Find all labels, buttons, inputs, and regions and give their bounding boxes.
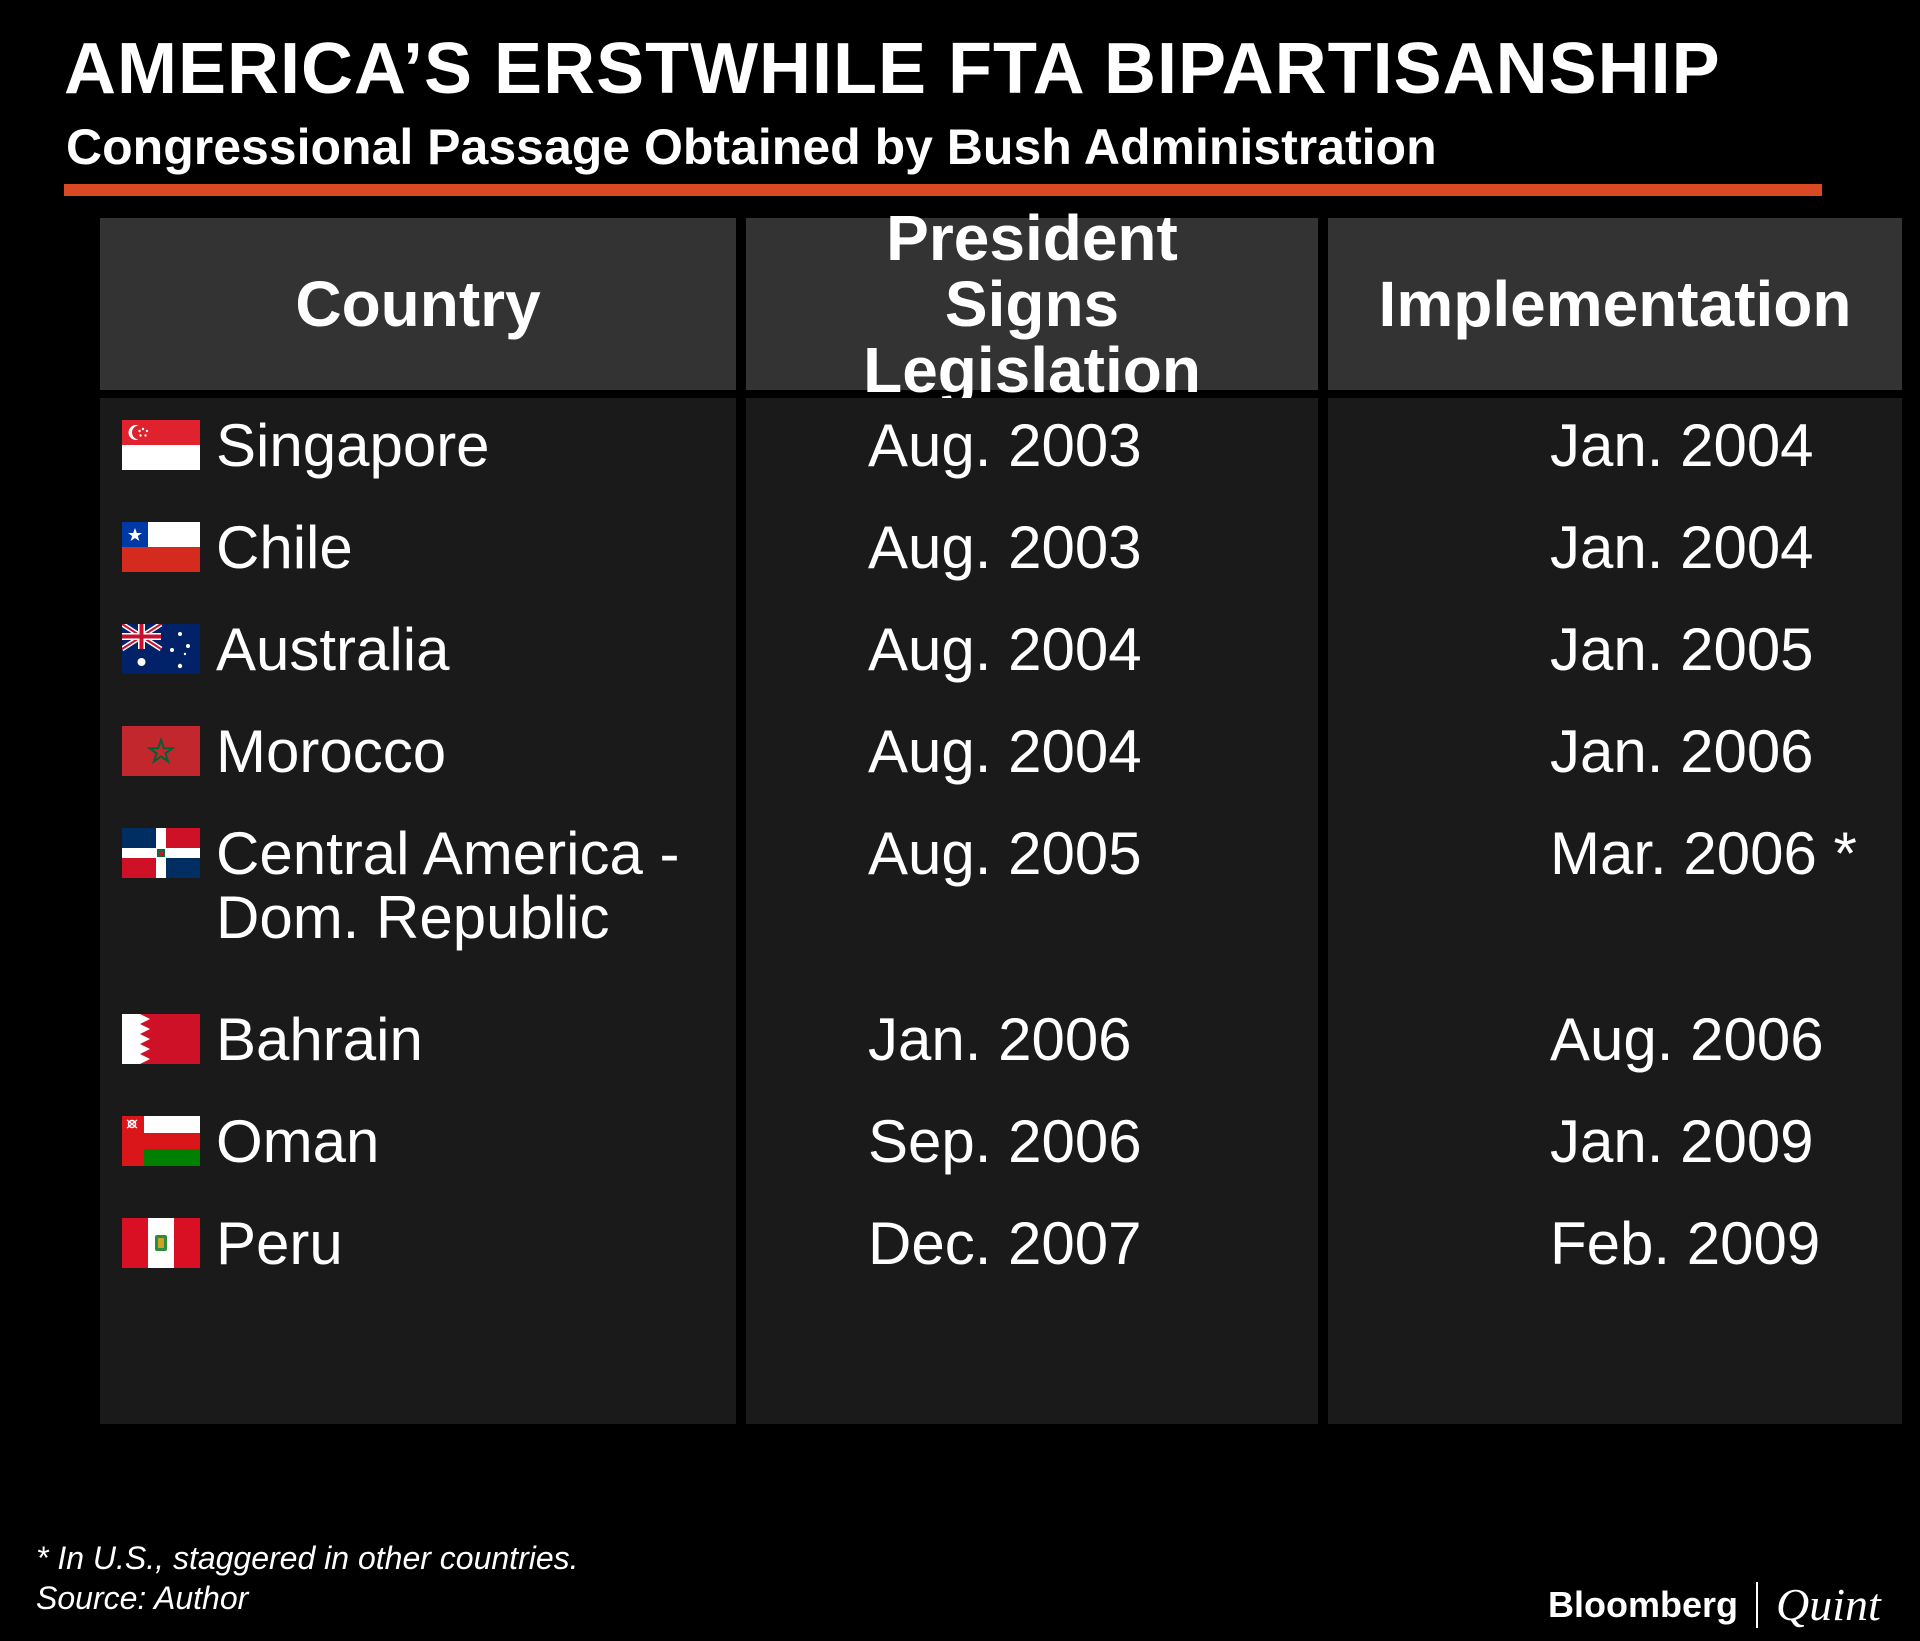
chart-title: AMERICA’S ERSTWHILE FTA BIPARTISANSHIP [64,29,1721,109]
country-name: Singapore [216,412,490,479]
morocco-flag-icon [122,726,200,776]
implementation-date: Jan. 2009 [1550,1108,1814,1175]
table-row: Chile [100,516,736,580]
signed-date: Aug. 2003 [868,412,1142,479]
table-row: Peru [100,1212,736,1276]
country-name: Morocco [216,718,447,785]
quint-wordmark: Quint [1776,1579,1881,1630]
implementation-date: Mar. 2006 * [1550,820,1857,887]
table-row: Oman [100,1110,736,1174]
signed-date: Dec. 2007 [868,1210,1142,1277]
source-note: Source: Author [36,1580,249,1616]
table-row: Morocco [100,720,736,784]
australia-flag-icon [122,624,200,674]
country-name: Central America - Dom. Republic [216,820,680,951]
country-name: Oman [216,1108,380,1175]
signed-date: Aug. 2004 [868,718,1142,785]
implementation-date: Aug. 2006 [1550,1006,1824,1073]
signed-column-body: Aug. 2003 Aug. 2003 Aug. 2004 Aug. 2004 … [746,398,1318,1424]
implementation-date: Jan. 2006 [1550,718,1814,785]
signed-column-header-text: President Signs Legislation [863,202,1201,406]
table-row: Singapore [100,414,736,478]
table-row: Central America - Dom. Republic [100,822,736,950]
fta-table: Country Singapore [100,205,1902,1424]
implementation-date: Feb. 2009 [1550,1210,1821,1277]
country-column: Country Singapore [100,218,736,1424]
implementation-date: Jan. 2005 [1550,616,1814,683]
table-row: Australia [100,618,736,682]
brand-logo: Bloomberg Quint [1548,1578,1881,1631]
implementation-date: Jan. 2004 [1550,514,1814,581]
country-name: Chile [216,514,353,581]
table-row: Bahrain [100,1008,736,1072]
implementation-column: Implementation Jan. 2004 Jan. 2004 Jan. … [1328,218,1902,1424]
country-name: Australia [216,616,450,683]
implementation-date: Jan. 2004 [1550,412,1814,479]
dominican-republic-flag-icon [122,828,200,878]
country-name: Peru [216,1210,343,1277]
implementation-column-header: Implementation [1328,218,1902,390]
signed-date: Aug. 2005 [868,820,1142,887]
signed-date: Aug. 2004 [868,616,1142,683]
country-column-body: Singapore Chile [100,398,736,1424]
signed-date: Jan. 2006 [868,1006,1132,1073]
bloomberg-wordmark: Bloomberg [1548,1583,1739,1625]
country-column-header: Country [100,218,736,390]
bahrain-flag-icon [122,1014,200,1064]
signed-column: President Signs Legislation Aug. 2003 Au… [746,205,1318,1424]
singapore-flag-icon [122,420,200,470]
signed-date: Sep. 2006 [868,1108,1142,1175]
signed-date: Aug. 2003 [868,514,1142,581]
chile-flag-icon [122,522,200,572]
oman-flag-icon [122,1116,200,1166]
footnote-block: * In U.S., staggered in other countries.… [36,1538,579,1618]
signed-column-header: President Signs Legislation [746,205,1318,403]
title-underline [64,184,1822,196]
peru-flag-icon [122,1218,200,1268]
chart-subtitle: Congressional Passage Obtained by Bush A… [66,119,1437,175]
brand-divider [1756,1581,1759,1628]
implementation-column-body: Jan. 2004 Jan. 2004 Jan. 2005 Jan. 2006 … [1328,398,1902,1424]
footnote: * In U.S., staggered in other countries. [36,1540,579,1576]
country-name: Bahrain [216,1006,423,1073]
